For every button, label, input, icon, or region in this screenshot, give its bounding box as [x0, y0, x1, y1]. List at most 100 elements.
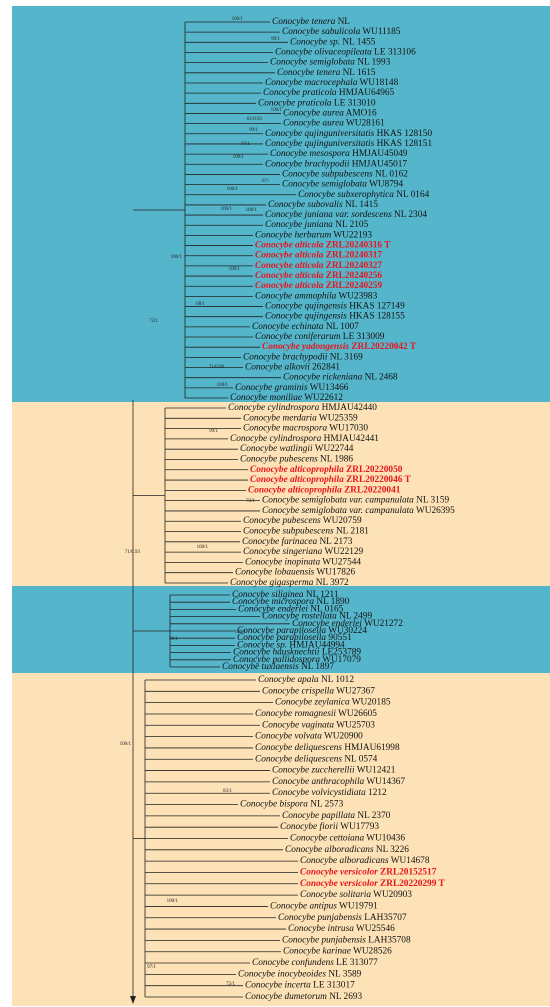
- taxon-name: Conocybe papillata: [282, 811, 355, 821]
- taxon-name: Conocybe enderlei: [238, 605, 308, 615]
- taxon-label: Conocybe qujinguniversitatis HKAS 128150: [265, 129, 432, 139]
- voucher: WU22744: [315, 444, 354, 454]
- taxon-name: Conocybe macrospora: [243, 424, 327, 434]
- voucher: NL 2370: [357, 811, 390, 821]
- voucher: WU26395: [416, 506, 455, 516]
- taxon-name: Conocybe qujinguniversitatis: [265, 129, 375, 139]
- taxon-label: Conocybe hausknechtii LE253789: [233, 648, 361, 658]
- taxon-label: Conocybe sp. NL 1455: [290, 37, 376, 47]
- voucher: NL 0164: [396, 190, 429, 200]
- voucher: ZRL20240316 T: [326, 241, 391, 251]
- taxon-label: Conocybe herbarum WU22193: [255, 231, 372, 241]
- voucher: NL 3972: [316, 578, 349, 588]
- taxon-label: Conocybe fiorii WU17793: [280, 821, 379, 832]
- taxon-label: Conocybe papillata NL 2370: [282, 811, 391, 821]
- taxon-name: Conocybe subovalis: [268, 200, 343, 210]
- taxon-name: Conocybe crispella: [262, 686, 334, 696]
- taxon-name: Conocybe merdaria: [243, 413, 317, 423]
- voucher: WU21272: [364, 619, 403, 629]
- voucher: NL 1890: [316, 597, 349, 607]
- taxon-label: Conocybe olivaceopileata LE 313106: [275, 48, 416, 58]
- taxon-name: Conocybe volvicystidiata: [272, 788, 366, 798]
- taxon-label: Conocybe brachypodii NL 3169: [243, 352, 363, 362]
- taxon-label: Conocybe semiglobata var. campanulata NL…: [262, 496, 449, 506]
- taxon-name: Conocybe cylindrospora: [230, 434, 322, 444]
- taxon-label: Conocybe alticoprophila ZRL20220046 T: [250, 475, 412, 485]
- voucher: NL 1897: [301, 662, 334, 672]
- taxon-name: Conocybe microspora: [232, 597, 314, 607]
- voucher: NL 2693: [329, 992, 362, 1002]
- taxon-label: Conocybe ammophila WU23983: [255, 292, 378, 302]
- support-value: 71/0.99: [209, 365, 225, 370]
- taxon-label: Conocybe dumetorum NL 2693: [245, 992, 363, 1002]
- support-value: 100/1: [167, 899, 179, 904]
- voucher: WU20759: [323, 516, 362, 526]
- voucher: HKAS 128150: [377, 129, 433, 139]
- voucher: WU17793: [340, 822, 379, 832]
- taxon-label: Conocybe parapilosella WU30224: [237, 626, 367, 636]
- taxon-name: Conocybe siliginea: [232, 590, 304, 600]
- taxon-name: Conocybe semiglobata: [270, 58, 355, 68]
- taxon-name: Conocybe pubescens: [240, 455, 318, 465]
- voucher: NL 1012: [321, 675, 354, 685]
- taxon-name: Conocybe parapilosella: [237, 626, 326, 636]
- arrow-head: [130, 996, 136, 1004]
- voucher: ZRL20240259: [326, 281, 383, 291]
- taxon-name: Conocybe inocybeoides: [238, 969, 326, 979]
- voucher: HMJAU61998: [344, 743, 400, 753]
- support-value: 99/1: [271, 37, 280, 42]
- taxon-name: Conocybe dumetorum: [245, 992, 327, 1002]
- taxon-label: Conocybe zuccherellii WU12421: [272, 766, 396, 776]
- taxon-name: Conocybe alticola: [255, 251, 324, 261]
- taxon-name: Conocybe sp.: [290, 37, 340, 47]
- voucher: NL 3169: [330, 352, 363, 362]
- taxon-label: Conocybe alkovii 262841: [245, 363, 340, 373]
- taxon-label: Conocybe gigasperma NL 3972: [230, 578, 349, 588]
- taxon-name: Conocybe herbarum: [255, 231, 331, 241]
- voucher: WU30224: [328, 626, 367, 636]
- taxon-name: Conocybe sp.: [237, 641, 287, 651]
- taxon-label: Conocybe alboradicans NL 3226: [285, 845, 409, 855]
- taxon-name: Conocybe semiglobata: [282, 180, 367, 190]
- voucher: WU10436: [366, 834, 405, 844]
- taxon-name: Conocybe cylindrospora: [228, 403, 320, 413]
- taxon-label: Conocybe qujingensis HKAS 127149: [265, 302, 405, 312]
- taxon-label: Conocybe versicolor ZRL20152517: [300, 868, 437, 878]
- taxon-name: Conocybe echinata: [252, 322, 324, 332]
- taxon-name: Conocybe aurea: [283, 109, 344, 119]
- taxon-label: Conocybe alboradicans WU14678: [300, 856, 430, 866]
- taxon-name: Conocybe alticola: [255, 241, 324, 251]
- taxon-name: Conocybe praticola: [263, 88, 337, 98]
- taxon-label: Conocybe juniana NL 2105: [265, 220, 369, 230]
- taxon-label: Conocybe crispella WU27367: [262, 686, 375, 696]
- voucher: HKAS 127149: [349, 302, 405, 312]
- voucher: ZRL20240327: [326, 261, 383, 271]
- voucher: WU17079: [322, 655, 361, 665]
- voucher: HMJAU45017: [352, 159, 408, 169]
- voucher: LE 313017: [313, 981, 355, 991]
- taxon-label: Conocybe versicolor ZRL20220299 T: [300, 879, 446, 889]
- taxon-name: Conocybe fiorii: [280, 821, 339, 832]
- taxon-name: Conocybe watlingii: [240, 444, 313, 454]
- voucher: NL 0574: [344, 754, 377, 764]
- taxon-name: Conocybe anthracophila: [272, 777, 365, 787]
- voucher: LE 313077: [336, 958, 378, 968]
- taxon-name: Conocybe parapilosella: [237, 633, 326, 643]
- voucher: NL 2499: [339, 612, 372, 622]
- taxon-label: Conocybe qujinguniversitatis HKAS 128151: [265, 139, 432, 149]
- voucher: WU25703: [336, 720, 375, 730]
- taxon-name: Conocybe aurea: [283, 119, 344, 129]
- taxon-label: Conocybe cettoiana WU10436: [290, 834, 405, 844]
- voucher: NL 2173: [319, 537, 352, 547]
- taxon-label: Conocybe apala NL 1012: [258, 675, 354, 685]
- taxon-label: Conocybe lobauensis WU17826: [235, 568, 356, 578]
- voucher: LE 313010: [334, 98, 376, 108]
- voucher: NL 1993: [357, 58, 390, 68]
- taxon-label: Conocybe vaginata WU25703: [262, 720, 375, 730]
- voucher: WU12421: [357, 766, 396, 776]
- taxon-label: Conocybe yadongensis ZRL20220042 T: [262, 342, 417, 352]
- taxon-label: Conocybe brachypodii HMJAU45017: [265, 159, 407, 169]
- taxon-name: Conocybe incerta: [245, 981, 311, 991]
- taxon-label: Conocybe tenera NL 1615: [277, 68, 376, 78]
